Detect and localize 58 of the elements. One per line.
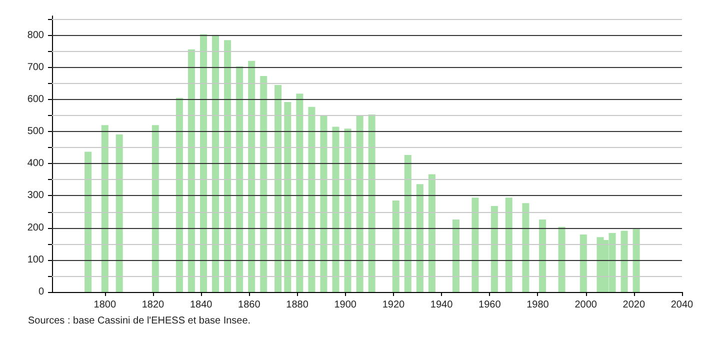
bar: [368, 114, 376, 292]
bar: [84, 152, 92, 292]
bar: [416, 184, 424, 292]
x-tick-label: 1880: [286, 300, 309, 310]
bar: [260, 76, 268, 292]
x-tick-label: 1920: [382, 300, 406, 310]
bar: [490, 206, 498, 292]
x-tick-label: 1840: [190, 300, 213, 310]
bar: [224, 40, 232, 292]
bar: [308, 106, 316, 292]
bar: [522, 203, 530, 292]
y-tick-label: 100: [27, 254, 44, 266]
bar: [248, 60, 256, 292]
bar: [580, 234, 587, 292]
bar: [539, 219, 546, 292]
x-tick-label: 1860: [238, 300, 261, 310]
bar: [236, 66, 244, 292]
bar: [344, 128, 352, 292]
bar: [332, 126, 340, 292]
bar: [404, 154, 412, 292]
y-tick-label: 500: [27, 126, 44, 138]
bar: [284, 102, 292, 292]
y-tick-label: 800: [27, 30, 44, 41]
bar: [296, 94, 304, 292]
bar: [428, 174, 436, 292]
bar: [116, 134, 123, 292]
bar: [188, 49, 195, 292]
x-tick-label: 1800: [94, 300, 116, 310]
bar: [558, 226, 566, 292]
bar: [212, 34, 220, 292]
bar: [392, 200, 400, 292]
y-tick-label: 700: [27, 62, 44, 73]
bar: [200, 34, 207, 292]
x-tick-label: 1940: [430, 300, 454, 310]
bar: [620, 230, 628, 292]
bar: [505, 198, 512, 292]
x-tick-label: 1960: [478, 300, 502, 310]
x-tick-label: 2020: [622, 300, 646, 310]
y-tick-label: 300: [27, 190, 44, 202]
x-tick-label: 1980: [526, 300, 550, 310]
bar: [101, 125, 108, 292]
y-tick-label: 600: [27, 94, 44, 105]
x-tick-label: 2040: [670, 300, 694, 310]
bar: [320, 116, 328, 292]
x-tick-label: 1820: [142, 300, 165, 310]
bar: [274, 85, 282, 292]
source-note: Sources : base Cassini de l'EHESS et base Insee.: [28, 316, 251, 326]
bar: [452, 219, 460, 292]
x-tick-label: 2000: [574, 300, 598, 310]
bar: [632, 229, 640, 292]
bar: [152, 125, 159, 292]
y-tick-label: 0: [38, 286, 44, 298]
x-tick-label: 1900: [334, 300, 357, 310]
bar: [472, 198, 479, 292]
y-tick-label: 200: [27, 222, 44, 234]
bar: [176, 98, 183, 292]
bar: [356, 116, 364, 292]
y-tick-label: 400: [27, 158, 44, 170]
